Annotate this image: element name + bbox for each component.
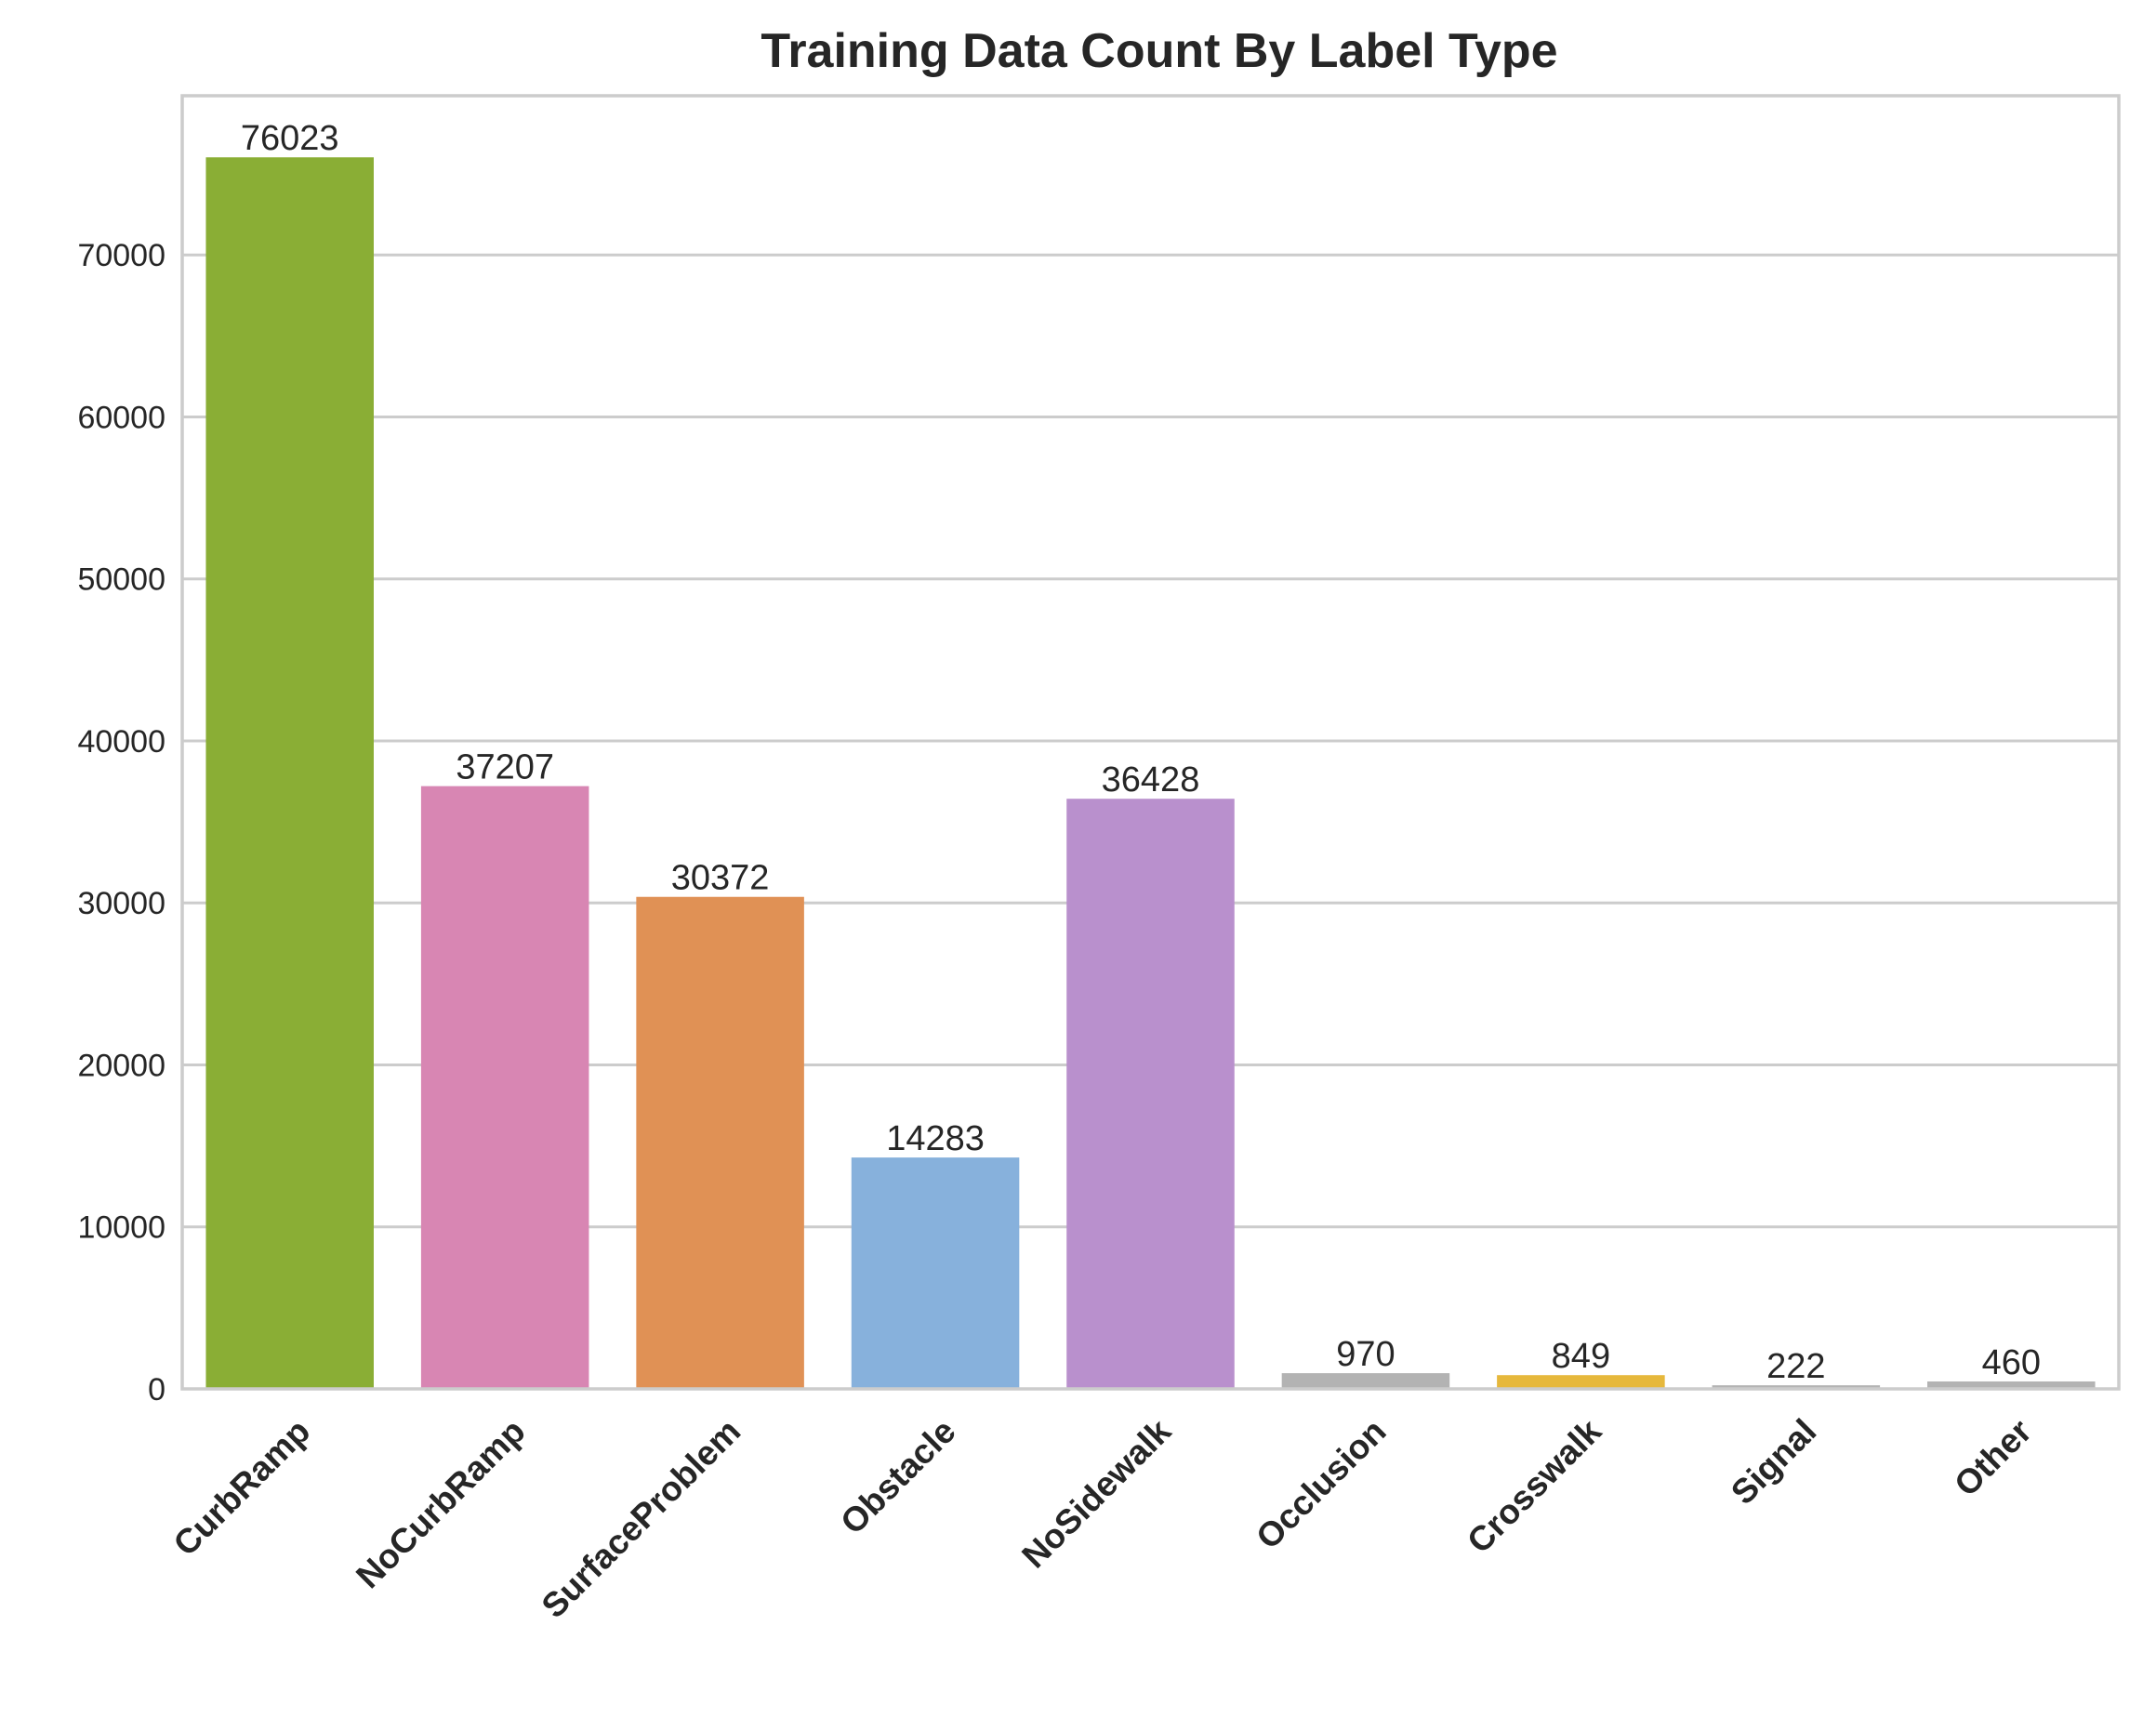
data-label: 849 xyxy=(1552,1337,1610,1376)
y-tick-label: 10000 xyxy=(77,1210,165,1246)
chart-title: Training Data Count By Label Type xyxy=(761,24,1557,78)
x-tick-label: NoCurbRamp xyxy=(349,1412,533,1596)
x-tick-label: CurbRamp xyxy=(166,1412,318,1564)
bar-crosswalk xyxy=(1497,1375,1665,1389)
data-label: 37207 xyxy=(456,748,554,787)
bars xyxy=(205,157,2096,1390)
data-label: 460 xyxy=(1982,1343,2041,1382)
bar-curbramp xyxy=(205,157,374,1390)
plot-frame xyxy=(180,94,2121,1391)
bar-nocurbramp xyxy=(420,786,589,1389)
data-labels: 76023 37207 30372 14283 36428 970 849 222 460 xyxy=(241,119,2041,1386)
data-label: 970 xyxy=(1336,1335,1395,1374)
data-label: 222 xyxy=(1766,1347,1825,1386)
bar-nosidewalk xyxy=(1066,799,1235,1389)
bar-other xyxy=(1927,1381,2096,1389)
data-label: 30372 xyxy=(671,859,770,898)
x-tick-label: Occlusion xyxy=(1249,1412,1393,1556)
x-axis-ticks: CurbRamp NoCurbRamp SurfaceProblem Obstacle… xyxy=(166,1411,2039,1625)
data-label: 36428 xyxy=(1102,760,1200,799)
y-axis-ticks: 0 10000 20000 30000 40000 50000 60000 70000 xyxy=(77,238,165,1407)
data-label: 76023 xyxy=(241,119,339,158)
x-tick-label: Crosswalk xyxy=(1460,1411,1608,1560)
y-tick-label: 30000 xyxy=(77,886,165,921)
y-tick-label: 40000 xyxy=(77,724,165,760)
bar-surfaceproblem xyxy=(636,896,804,1389)
y-tick-label: 60000 xyxy=(77,400,165,435)
bar-signal xyxy=(1712,1385,1881,1389)
y-tick-label: 0 xyxy=(148,1372,165,1407)
y-tick-label: 50000 xyxy=(77,562,165,598)
x-tick-label: SurfaceProblem xyxy=(535,1412,748,1626)
y-tick-label: 70000 xyxy=(77,238,165,273)
x-tick-label: Other xyxy=(1947,1412,2039,1504)
bar-obstacle xyxy=(851,1157,1020,1389)
x-tick-label: NoSidewalk xyxy=(1014,1411,1178,1575)
x-tick-label: Signal xyxy=(1724,1412,1824,1513)
bar-occlusion xyxy=(1281,1373,1450,1389)
x-tick-label: Obstacle xyxy=(833,1412,963,1542)
data-label: 14283 xyxy=(886,1119,985,1158)
y-tick-label: 20000 xyxy=(77,1048,165,1083)
